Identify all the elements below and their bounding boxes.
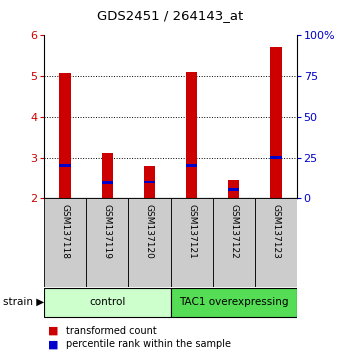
Text: GSM137122: GSM137122 [229,205,238,259]
Bar [170,288,297,317]
Bar [212,198,255,287]
Text: GSM137121: GSM137121 [187,205,196,259]
Bar [255,198,297,287]
Bar [44,198,86,287]
Bar [270,156,282,159]
Text: transformed count: transformed count [66,326,157,336]
Bar [59,73,71,198]
Text: percentile rank within the sample: percentile rank within the sample [66,339,232,349]
Bar [228,188,239,191]
Bar [144,166,155,198]
Bar [44,288,170,317]
Bar [186,72,197,198]
Text: control: control [89,297,125,307]
Text: GSM137119: GSM137119 [103,205,112,259]
Bar [59,164,71,167]
Text: GSM137123: GSM137123 [271,205,280,259]
Bar [228,180,239,198]
Bar [102,154,113,198]
Bar [86,198,129,287]
Bar [270,47,282,198]
Text: ■: ■ [48,339,58,349]
Text: ■: ■ [48,326,58,336]
Bar [186,164,197,167]
Text: GSM137120: GSM137120 [145,205,154,259]
Bar [102,181,113,184]
Bar [170,198,212,287]
Bar [144,181,155,183]
Bar [129,198,170,287]
Text: strain ▶: strain ▶ [3,297,45,307]
Text: GSM137118: GSM137118 [61,205,70,259]
Text: TAC1 overexpressing: TAC1 overexpressing [179,297,288,307]
Text: GDS2451 / 264143_at: GDS2451 / 264143_at [98,9,243,22]
